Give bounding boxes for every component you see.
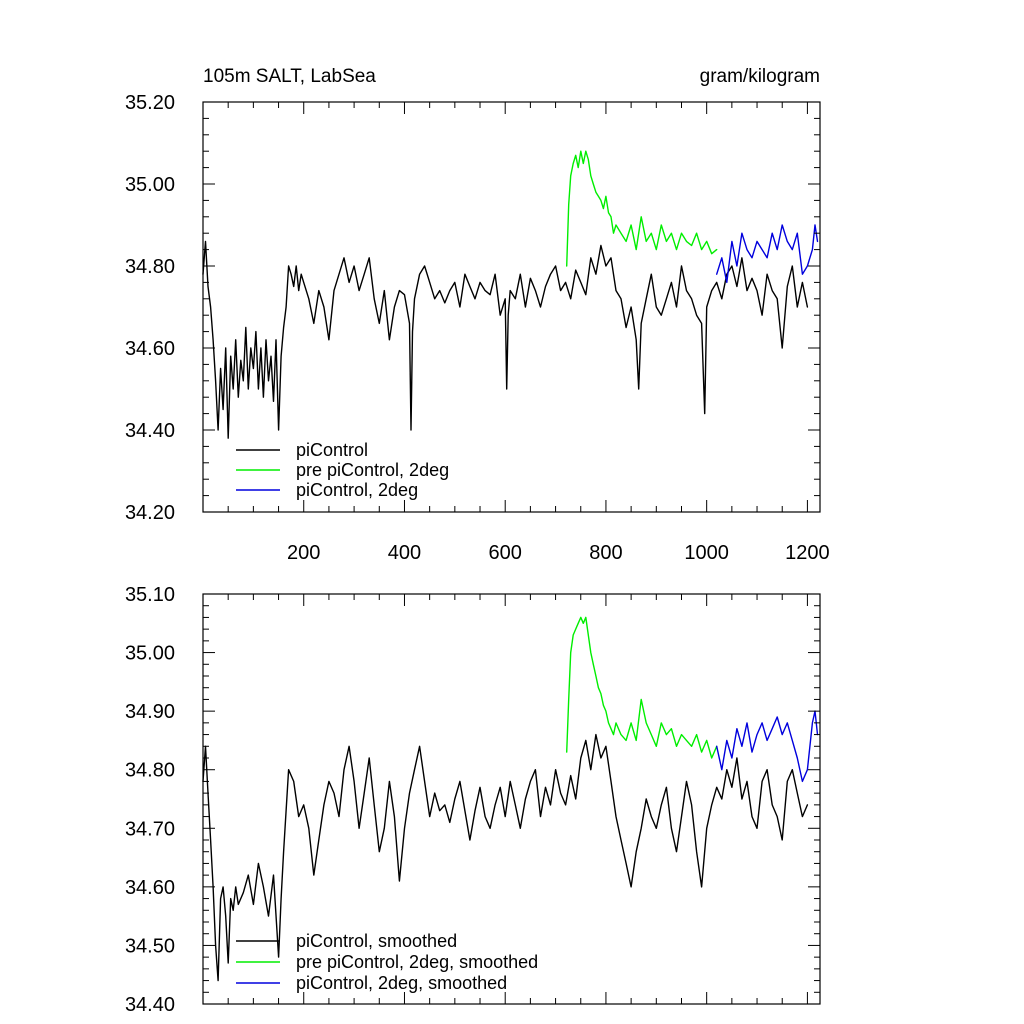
x-tick-label: 800 <box>589 542 622 564</box>
legend-label: piControl, smoothed <box>296 931 457 951</box>
y-tick-label: 34.40 <box>125 994 175 1016</box>
series-line-2 <box>716 710 819 783</box>
legend-label: pre piControl, 2deg, smoothed <box>296 952 538 972</box>
series-line-2 <box>716 224 819 284</box>
legend-label: piControl <box>296 440 368 460</box>
x-tick-label: 1200 <box>785 542 830 564</box>
x-tick-label: 1000 <box>684 542 729 564</box>
plot-frame <box>202 593 821 1005</box>
y-tick-label: 34.80 <box>125 256 175 278</box>
y-tick-label: 34.60 <box>125 338 175 360</box>
series-layer <box>202 616 819 982</box>
x-tick-labels: 200 400 600 800 1000 1200 <box>287 542 830 564</box>
x-tick-label: 400 <box>388 542 421 564</box>
series-line-0 <box>202 733 809 982</box>
x-tick-label: 200 <box>287 542 320 564</box>
legend-label: pre piControl, 2deg <box>296 460 449 480</box>
y-tick-label: 35.10 <box>125 584 175 606</box>
series-line-1 <box>566 150 718 267</box>
legend-label: piControl, 2deg <box>296 480 418 500</box>
series-line-1 <box>566 616 718 759</box>
bottom-panel: 34.40 34.50 34.60 34.70 34.80 34.90 35.00 35.10… <box>125 584 821 1016</box>
chart-title: 105m SALT, LabSea <box>203 66 376 87</box>
x-tick-label: 600 <box>489 542 522 564</box>
plot-frame <box>202 101 821 513</box>
y-tick-label: 34.50 <box>125 935 175 957</box>
y-tick-label: 34.40 <box>125 420 175 442</box>
y-tick-label: 34.90 <box>125 701 175 723</box>
y-tick-labels: 34.20 34.40 34.60 34.80 35.00 35.20 <box>125 92 175 524</box>
y-tick-label: 34.60 <box>125 877 175 899</box>
series-line-0 <box>202 240 809 439</box>
y-tick-label: 35.00 <box>125 643 175 665</box>
series-layer <box>202 150 819 439</box>
legend-label: piControl, 2deg, smoothed <box>296 973 507 993</box>
y-tick-label: 34.80 <box>125 760 175 782</box>
y-tick-labels: 34.40 34.50 34.60 34.70 34.80 34.90 35.00 35.10 <box>125 584 175 1016</box>
top-panel: 105m SALT, LabSea gram/kilogram 34.2034.… <box>125 66 830 564</box>
y-tick-label: 35.20 <box>125 92 175 114</box>
y-tick-label: 34.20 <box>125 502 175 524</box>
units-label: gram/kilogram <box>700 66 820 87</box>
y-tick-label: 34.70 <box>125 818 175 840</box>
ticks-layer <box>203 101 820 513</box>
y-tick-label: 35.00 <box>125 174 175 196</box>
